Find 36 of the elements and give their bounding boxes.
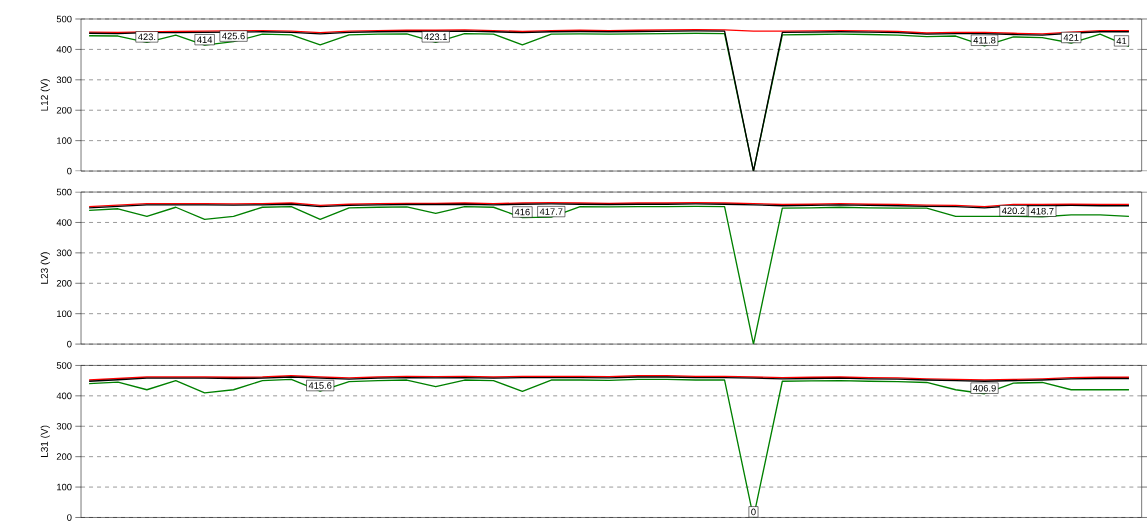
annotation: 0: [751, 508, 756, 516]
annotation: 406.9: [973, 384, 996, 392]
y-axis-title: L31 (V): [40, 425, 50, 457]
y-tick-label: 0: [67, 167, 72, 175]
annotation: 423.1: [424, 33, 447, 41]
y-tick-label: 200: [56, 453, 72, 460]
y-tick-label: 300: [56, 76, 72, 84]
line-series: [88, 205, 1130, 345]
annotation: 418.7: [1030, 207, 1054, 215]
y-tick-label: 200: [56, 106, 72, 114]
annotation: 421: [1063, 34, 1079, 41]
annotation: 420.2: [1001, 207, 1025, 214]
y-tick-label: 0: [67, 340, 72, 348]
y-axis-title: L12 (V): [40, 79, 50, 111]
annotation: 425.6: [222, 32, 245, 40]
y-tick-label: 400: [56, 392, 72, 400]
annotation: 416: [514, 208, 530, 216]
y-tick-label: 500: [56, 362, 72, 369]
y-tick-label: 400: [56, 219, 72, 226]
y-tick-label: 400: [56, 46, 72, 53]
annotation: 415.6: [308, 382, 332, 389]
annotation: 417.7: [539, 208, 563, 215]
y-tick-label: 500: [56, 188, 72, 196]
annotation: 41: [1116, 37, 1127, 45]
y-tick-label: 300: [56, 422, 72, 430]
y-tick-label: 100: [57, 137, 72, 144]
y-tick-label: 100: [57, 483, 72, 491]
annotation: 423.: [138, 33, 156, 41]
annotation: 411.8: [973, 36, 996, 44]
y-tick-label: 200: [56, 279, 72, 287]
y-tick-label: 300: [56, 249, 72, 257]
y-tick-label: 0: [67, 514, 72, 521]
annotation: 414: [197, 36, 213, 43]
y-tick-label: 100: [57, 310, 72, 317]
y-axis-title: L23 (V): [40, 252, 50, 284]
y-tick-label: 500: [56, 15, 72, 23]
